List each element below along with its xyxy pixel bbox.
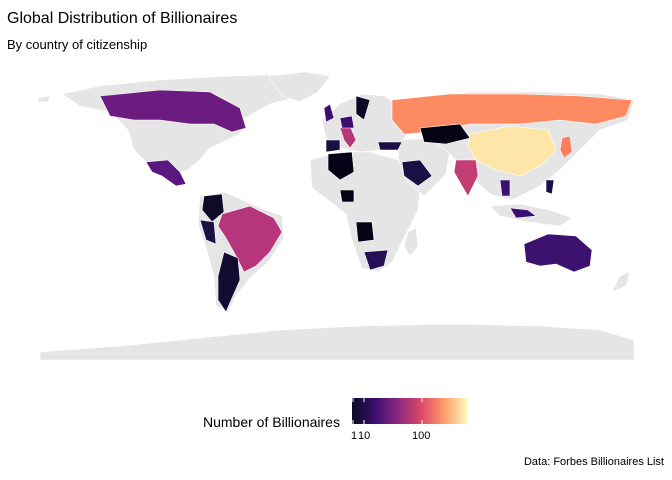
country-thailand[interactable] <box>499 179 511 197</box>
country-saudi-arabia[interactable] <box>401 159 433 187</box>
country-sweden[interactable] <box>355 95 371 121</box>
country-uk[interactable] <box>323 103 335 123</box>
land-greenland <box>267 71 331 103</box>
country-kazakhstan[interactable] <box>419 123 471 145</box>
country-south-africa[interactable] <box>363 249 389 271</box>
data-source-caption: Data: Forbes Billionaires List <box>523 456 664 468</box>
country-australia[interactable] <box>523 233 593 273</box>
country-indonesia[interactable] <box>509 207 537 219</box>
land-antarctica <box>39 323 635 361</box>
map-subtitle: By country of citizenship <box>7 37 148 52</box>
country-china[interactable] <box>467 125 557 177</box>
country-colombia[interactable] <box>201 193 225 223</box>
country-nigeria[interactable] <box>339 189 355 203</box>
map-title: Global Distribution of Billionaires <box>7 10 238 27</box>
country-philippines[interactable] <box>545 179 555 195</box>
country-turkey[interactable] <box>377 141 403 151</box>
country-mexico[interactable] <box>145 159 187 187</box>
country-india[interactable] <box>453 159 479 197</box>
country-angola[interactable] <box>355 221 375 243</box>
land-new-zealand <box>611 271 631 293</box>
country-argentina[interactable] <box>217 251 241 313</box>
legend-gradient <box>352 398 468 424</box>
billionaire-countries <box>99 89 633 313</box>
country-brazil[interactable] <box>217 205 283 273</box>
land-africa <box>309 151 421 273</box>
country-peru[interactable] <box>199 219 217 245</box>
country-russia[interactable] <box>391 93 633 135</box>
country-algeria[interactable] <box>327 151 355 181</box>
legend-colorbar <box>352 398 468 424</box>
country-germany[interactable] <box>339 115 355 129</box>
legend-tick-10: 10 <box>358 430 371 442</box>
land-madagascar <box>403 227 419 257</box>
land-alaska-tip <box>37 95 51 103</box>
country-japan[interactable] <box>559 135 573 159</box>
legend-label: Number of Billionaires <box>203 414 340 430</box>
legend-tick-100: 100 <box>412 430 431 442</box>
country-spain[interactable] <box>325 139 341 153</box>
country-canada[interactable] <box>99 89 247 133</box>
legend-tick-1: 1 <box>351 430 358 442</box>
